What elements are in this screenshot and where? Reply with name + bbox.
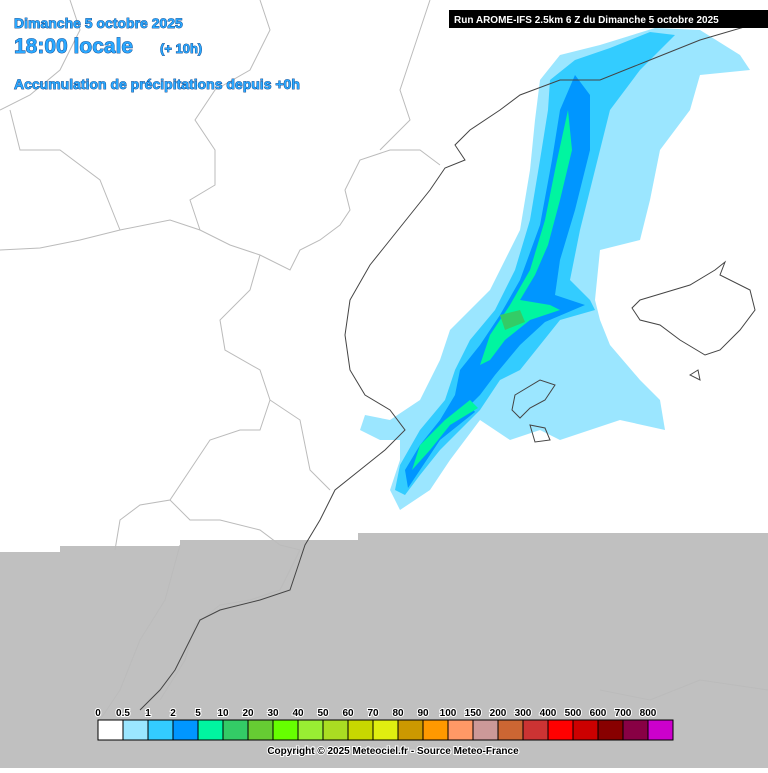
region-borders	[0, 0, 441, 551]
legend-label: 90	[417, 708, 429, 719]
legend-label: 300	[515, 708, 532, 719]
legend-swatch	[197, 719, 224, 741]
island-mallorca	[631, 260, 756, 356]
offset: (+ 10h)	[160, 41, 202, 56]
legend-swatch	[622, 719, 649, 741]
legend-swatch	[422, 719, 449, 741]
legend-swatch	[247, 719, 274, 741]
out-of-domain	[0, 533, 768, 768]
legend-label: 40	[292, 708, 304, 719]
legend-swatch	[572, 719, 599, 741]
legend-swatch	[322, 719, 349, 741]
legend-swatch	[372, 719, 399, 741]
legend-swatch	[647, 719, 674, 741]
legend-label: 5	[195, 708, 201, 719]
run-label-box	[449, 10, 768, 28]
legend-label: 600	[590, 708, 607, 719]
legend-label: 200	[490, 708, 507, 719]
legend-swatch	[347, 719, 374, 741]
legend-label: 30	[267, 708, 279, 719]
legend-label: 50	[317, 708, 329, 719]
legend-label: 2	[170, 708, 176, 719]
legend-swatch	[297, 719, 324, 741]
copyright: Copyright © 2025 Meteociel.fr - Source M…	[267, 746, 519, 757]
legend-label: 60	[342, 708, 354, 719]
legend-label: 100	[440, 708, 457, 719]
time: 18:00 locale	[14, 35, 133, 58]
legend-swatch	[147, 719, 174, 741]
legend-swatch	[222, 719, 249, 741]
legend-label: 70	[367, 708, 379, 719]
legend-label: 0	[95, 708, 101, 719]
legend-label: 1	[145, 708, 151, 719]
legend-swatch	[597, 719, 624, 741]
legend: 0 0.5 1 2 5 10 20 30 40 50 60 70 80 90 100 150 200 300 400…	[94, 707, 674, 741]
legend-label: 0.5	[116, 708, 130, 719]
island-cabrera	[688, 369, 701, 381]
legend-label: 800	[640, 708, 657, 719]
legend-swatch	[497, 719, 524, 741]
legend-swatch	[397, 719, 424, 741]
legend-swatch	[272, 719, 299, 741]
legend-swatch	[172, 719, 199, 741]
date: Dimanche 5 octobre 2025	[14, 15, 183, 31]
run-label: Run AROME-IFS 2.5km 6 Z du Dimanche 5 oc…	[454, 15, 719, 26]
legend-label: 80	[392, 708, 404, 719]
region-borders-gray	[99, 544, 768, 721]
legend-swatch	[122, 719, 149, 741]
precip-core	[500, 310, 525, 330]
legend-label: 10	[217, 708, 229, 719]
legend-swatch	[97, 719, 124, 741]
subtitle: Accumulation de précipitations depuis +0…	[14, 76, 300, 92]
legend-label: 150	[465, 708, 482, 719]
legend-swatch	[547, 719, 574, 741]
legend-label: 400	[540, 708, 557, 719]
legend-swatch	[447, 719, 474, 741]
legend-label: 700	[615, 708, 632, 719]
island-ibiza	[511, 379, 556, 443]
legend-label: 20	[242, 708, 254, 719]
legend-swatch	[522, 719, 549, 741]
legend-swatch	[472, 719, 499, 741]
legend-label: 500	[565, 708, 582, 719]
coastline	[139, 19, 768, 711]
